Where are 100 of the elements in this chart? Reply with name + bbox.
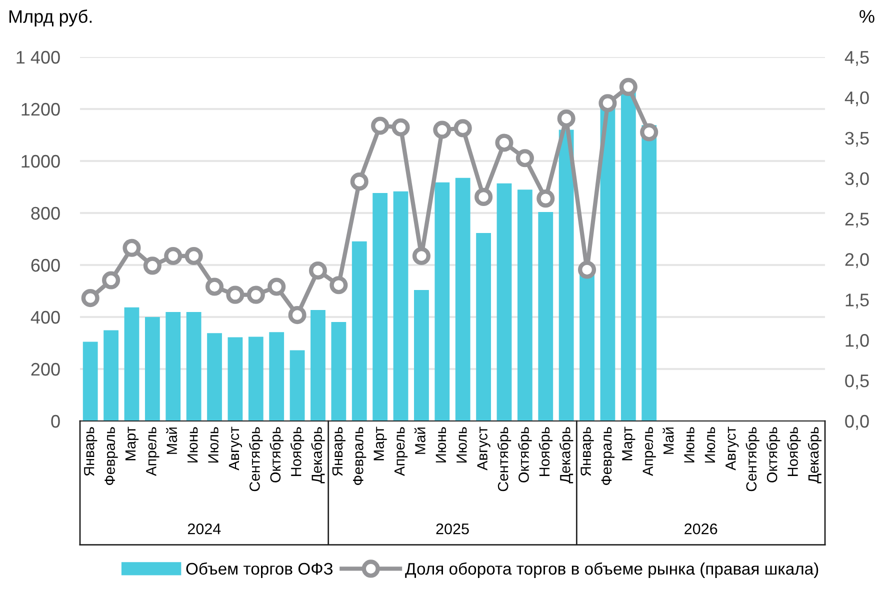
bar — [248, 336, 264, 421]
x-tick-label: Июнь — [436, 427, 446, 462]
x-tick-label: Август — [228, 426, 242, 470]
point — [350, 172, 368, 191]
y2-axis-title: % — [860, 10, 874, 23]
x-tick-label: Июль — [456, 427, 467, 463]
point — [330, 276, 348, 294]
x-tick-label: Февраль — [601, 427, 615, 485]
x-tick-label: Март — [125, 426, 139, 460]
point — [226, 286, 244, 304]
bar — [580, 274, 594, 421]
y2-tick-label: 2,0 — [845, 253, 869, 268]
x-tick-label: Сентябрь — [746, 427, 760, 492]
x-tick-label: Январь — [332, 427, 346, 476]
x-tick-label: Декабрь — [808, 427, 822, 484]
x-tick-label: Апрель — [394, 427, 408, 476]
point — [640, 123, 658, 142]
x-tick-label: Март — [622, 426, 636, 460]
bar — [352, 241, 367, 421]
y-tick-label: 600 — [31, 258, 60, 272]
x-tick-label: Май — [166, 428, 178, 454]
x-tick-label: Апрель — [642, 427, 656, 476]
y2-tick-label: 4,5 — [844, 51, 869, 66]
x-tick-label: Июнь — [188, 427, 198, 462]
x-tick-label: Август — [477, 426, 490, 470]
bar — [144, 317, 160, 421]
point — [557, 109, 576, 128]
point — [619, 78, 638, 96]
bar — [104, 330, 118, 421]
y2-tick-label: 0,0 — [845, 414, 869, 430]
point — [184, 246, 203, 266]
x-tick-label: Сентябрь — [497, 427, 512, 492]
y2-tick-label: 0,5 — [845, 374, 869, 390]
point — [454, 119, 472, 138]
x-tick-label: Июль — [704, 427, 716, 463]
bar — [186, 312, 202, 421]
x-tick-label: Октябрь — [270, 427, 284, 482]
x-tick-label: Октябрь — [518, 427, 532, 482]
point — [288, 306, 306, 324]
point — [495, 134, 514, 152]
point — [164, 246, 182, 266]
bar — [228, 337, 243, 421]
point — [205, 278, 224, 296]
y2-tick-label: 2,5 — [845, 212, 869, 228]
point — [392, 118, 410, 136]
y-tick-label: 400 — [30, 310, 60, 324]
x-tick-label: Март — [374, 426, 387, 460]
bar — [558, 130, 574, 421]
bar — [269, 332, 284, 421]
point — [598, 94, 617, 112]
bar — [434, 182, 450, 421]
x-tick-label: Январь — [84, 427, 98, 476]
bar — [600, 106, 616, 421]
point — [578, 260, 596, 279]
x-tick-label: Февраль — [104, 427, 118, 485]
x-tick-label: Июнь — [684, 427, 694, 462]
bar — [124, 307, 140, 421]
x-tick-label: Август — [726, 426, 739, 470]
point — [536, 190, 555, 208]
bar — [207, 333, 222, 421]
y2-tick-label: 3,0 — [845, 172, 869, 188]
y-tick-label: 0 — [51, 414, 60, 428]
y-axis-title: Млрд руб. — [9, 10, 92, 26]
y-tick-label: 200 — [31, 362, 60, 376]
point — [412, 246, 430, 266]
bar — [476, 233, 491, 421]
bar — [393, 191, 408, 421]
point — [474, 188, 493, 206]
point — [81, 289, 100, 308]
bar — [496, 183, 512, 421]
y2-tick-label: 1,5 — [846, 294, 869, 309]
legend-label: Доля оборота торгов в объеме рынка (правая шкала) — [405, 562, 818, 578]
bar — [642, 125, 657, 421]
y-tick-label: 1200 — [22, 102, 60, 116]
point — [516, 149, 534, 168]
bar — [290, 350, 305, 421]
x-tick-label: Май — [662, 428, 674, 454]
x-tick-label: Апрель — [146, 427, 160, 476]
x-tick-label: Январь — [580, 427, 594, 476]
y-tick-label: 1000 — [22, 154, 60, 168]
bar — [538, 212, 554, 421]
x-tick-label: Ноябрь — [538, 427, 552, 476]
bar — [82, 342, 98, 421]
point — [143, 256, 162, 275]
point — [268, 278, 286, 296]
y2-tick-label: 1,0 — [846, 334, 869, 349]
text: 2026 — [684, 523, 718, 534]
x-tick-label: Февраль — [353, 427, 366, 485]
x-tick-label: Ноябрь — [787, 427, 801, 476]
x-tick-label: Май — [414, 428, 426, 454]
bar — [414, 290, 429, 421]
point — [122, 238, 141, 257]
point — [371, 116, 390, 135]
point — [433, 120, 452, 139]
y-tick-label: 800 — [31, 206, 60, 220]
text: 2025 — [436, 523, 469, 534]
point — [246, 286, 265, 304]
point — [102, 271, 120, 290]
y-tick-label: 1 400 — [16, 50, 60, 64]
bar — [331, 322, 346, 421]
